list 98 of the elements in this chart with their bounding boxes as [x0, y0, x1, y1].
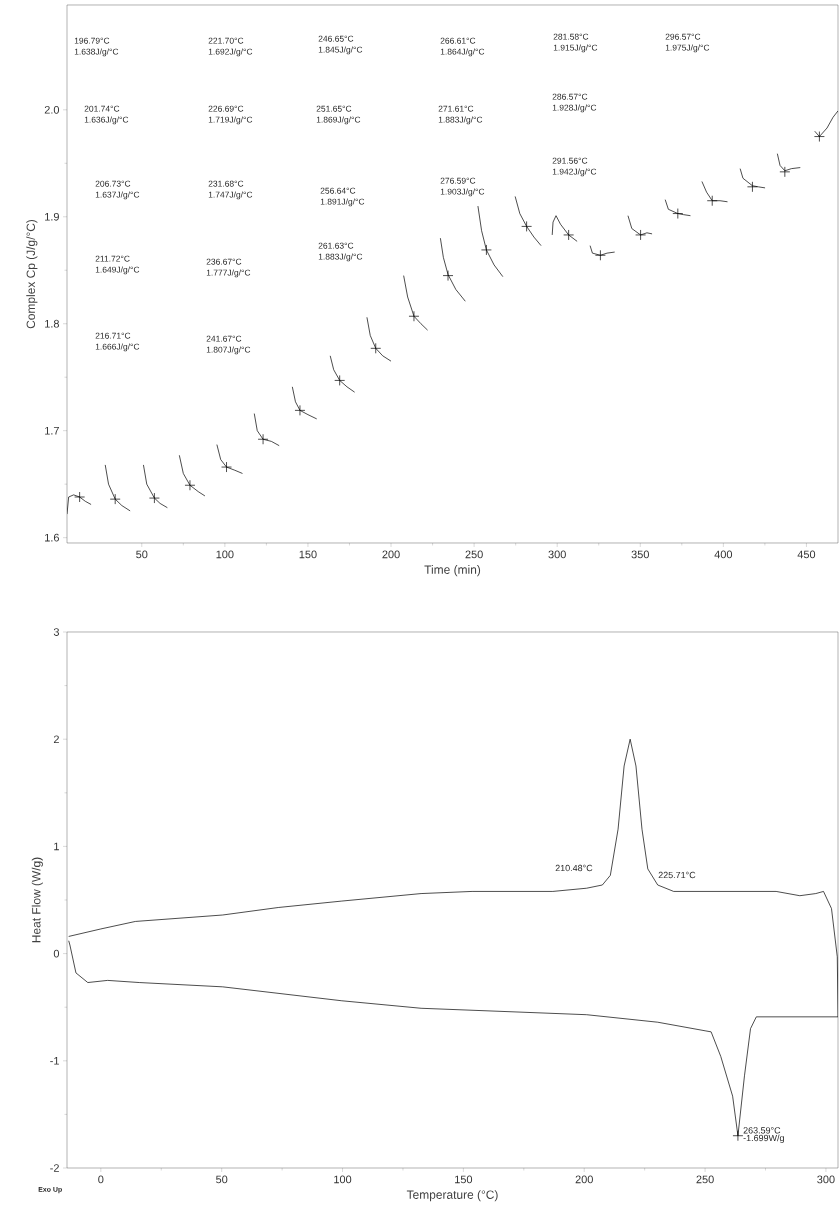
annotation: 201.74°C	[84, 105, 120, 112]
annotation: 226.69°C	[208, 105, 244, 112]
x-tick-label: 200	[575, 1175, 593, 1184]
annotation: 246.65°C	[318, 35, 354, 42]
y-tick-label: 1.9	[45, 212, 59, 221]
y-tick-label: 1.6	[45, 533, 59, 542]
annotation: 1.692J/g/°C	[208, 48, 253, 57]
annotation: 236.67°C	[206, 258, 242, 265]
annotation: 1.719J/g/°C	[208, 116, 253, 125]
x-tick-label: 300	[817, 1175, 835, 1184]
point	[814, 131, 825, 142]
annotation: 1.636J/g/°C	[84, 116, 129, 125]
point	[672, 208, 684, 219]
x-tick-label: 50	[136, 550, 148, 559]
annotation: 271.61°C	[438, 105, 474, 112]
annotation: 1.942J/g/°C	[552, 168, 597, 177]
annotation: 196.79°C	[74, 37, 110, 44]
point	[257, 433, 269, 445]
annotation: 1.864J/g/°C	[440, 48, 485, 57]
x-tick-label: 450	[797, 550, 816, 559]
y-axis-title: Heat Flow (W/g)	[31, 857, 43, 943]
x-tick-label: 250	[696, 1175, 714, 1184]
x-tick-label: 150	[299, 550, 317, 559]
y-tick-label: 0	[53, 949, 60, 958]
y-tick-label: 2	[53, 735, 59, 744]
annotation: 1.747J/g/°C	[208, 191, 253, 200]
annotation: 1.883J/g/°C	[318, 253, 363, 262]
x-tick-label: 350	[631, 550, 649, 559]
annotation: 281.58°C	[553, 33, 589, 40]
annotation: 276.59°C	[440, 177, 476, 184]
annotation: 256.64°C	[320, 187, 356, 194]
y-tick-label: 1	[54, 842, 59, 851]
annotation: 266.61°C	[440, 37, 476, 44]
point	[334, 375, 346, 386]
annotation: 1.777J/g/°C	[206, 269, 251, 278]
point	[779, 166, 791, 178]
y-tick-label: 1.7	[45, 426, 59, 435]
point	[109, 493, 121, 505]
annotation: -1.699W/g	[743, 1134, 784, 1143]
y-tick-label: 1.8	[45, 319, 59, 328]
point	[521, 221, 532, 232]
annotation: 1.975J/g/°C	[665, 44, 710, 53]
annotation: 251.65°C	[316, 105, 352, 112]
y-tick-label: 3	[53, 628, 59, 636]
annotation: 291.56°C	[552, 157, 588, 164]
x-axis-title: Time (min)	[424, 565, 481, 577]
annotation: 286.57°C	[552, 93, 588, 100]
point	[408, 310, 420, 322]
point	[481, 244, 492, 256]
annotation: 1.869J/g/°C	[316, 116, 361, 125]
annotation: 1.638J/g/°C	[74, 48, 119, 57]
point	[370, 342, 382, 354]
y-tick-label: 2.0	[44, 105, 60, 114]
x-tick-label: 400	[714, 550, 733, 559]
point	[184, 479, 196, 491]
y-tick-label: -1	[50, 1057, 59, 1065]
annotation: 206.73°C	[95, 180, 131, 187]
y-tick-label: -2	[50, 1164, 59, 1172]
point	[595, 249, 606, 261]
annotation: 221.70°C	[208, 37, 244, 44]
annotation: 1.883J/g/°C	[438, 116, 483, 125]
point	[74, 491, 85, 503]
point	[635, 229, 646, 241]
annotation: 1.915J/g/°C	[553, 44, 598, 53]
annotation: 216.71°C	[95, 332, 131, 339]
annotation: 1.807J/g/°C	[206, 346, 251, 355]
x-tick-label: 150	[455, 1175, 473, 1184]
x-axis-title: Temperature (°C)	[406, 1190, 498, 1202]
annotation: 211.72°C	[95, 255, 130, 262]
x-tick-label: 100	[216, 550, 234, 559]
annotation: 1.649J/g/°C	[95, 266, 140, 275]
point	[294, 405, 306, 416]
x-tick-label: 100	[334, 1175, 352, 1184]
point	[149, 492, 160, 504]
x-tick-label: 200	[382, 550, 400, 559]
annotation: 1.637J/g/°C	[95, 191, 140, 200]
x-tick-label: 250	[465, 550, 483, 559]
y-axis-title: Complex Cp (J/g/°C)	[26, 219, 38, 329]
x-tick-label: 50	[216, 1175, 228, 1184]
point	[706, 195, 718, 207]
x-tick-label: 300	[548, 550, 566, 559]
annotation: 296.57°C	[665, 33, 701, 40]
annotation: 210.48°C	[555, 864, 593, 872]
annotation: 1.891J/g/°C	[320, 198, 365, 207]
point	[442, 270, 454, 281]
x-tick-label: 0	[98, 1175, 104, 1184]
annotation: 231.68°C	[208, 180, 244, 187]
point	[747, 181, 758, 193]
annotation: 1.845J/g/°C	[318, 46, 363, 55]
annotation: 225.71°C	[658, 871, 696, 879]
annotation: 241.67°C	[206, 335, 242, 342]
annotation: 1.928J/g/°C	[552, 104, 597, 113]
annotation: 263.59°C	[743, 1127, 781, 1134]
annotation: 1.903J/g/°C	[440, 188, 485, 197]
point	[221, 461, 232, 473]
point	[563, 229, 574, 241]
annotation: 1.666J/g/°C	[95, 343, 140, 352]
annotation: 261.63°C	[318, 242, 354, 249]
